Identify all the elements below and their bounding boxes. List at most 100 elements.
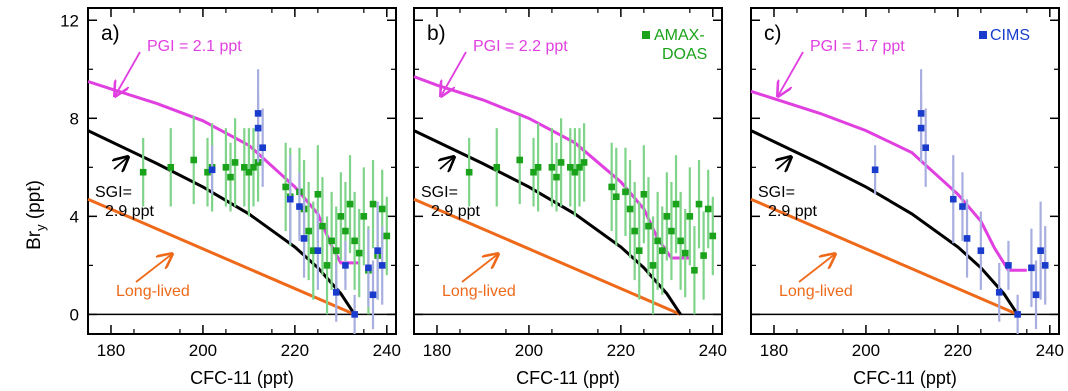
- amax-point: [342, 227, 349, 235]
- y-tick-label: 12: [60, 11, 79, 30]
- amax-point: [681, 249, 689, 257]
- legend-amax-marker: [642, 31, 650, 39]
- x-tick-label: 200: [189, 341, 217, 360]
- cims-point: [995, 289, 1003, 296]
- amax-point: [557, 159, 565, 166]
- x-tick-label: 240: [373, 341, 401, 360]
- amax-point: [227, 173, 234, 181]
- amax-point: [332, 247, 340, 254]
- cims-point: [917, 124, 925, 132]
- amax-point: [635, 247, 643, 254]
- amax-point: [580, 159, 588, 166]
- sgi-annotation-line1: SGI=: [95, 184, 132, 201]
- amax-point: [245, 168, 253, 176]
- cims-point: [369, 291, 377, 299]
- plot-frame: [413, 7, 723, 335]
- longlived-arrow: [798, 254, 835, 283]
- longlived-line: [750, 197, 1019, 316]
- amax-point: [668, 227, 675, 235]
- longlived-annotation: Long-lived: [116, 283, 190, 300]
- panel-label: a): [101, 22, 120, 45]
- cims-point: [1041, 262, 1049, 269]
- pgi-arrow: [778, 51, 804, 96]
- cims-point: [286, 195, 294, 203]
- y-axis-title-main: Br: [24, 230, 45, 250]
- cims-point: [254, 124, 262, 132]
- amax-point: [204, 168, 211, 176]
- cims-point: [378, 262, 386, 269]
- cims-point: [365, 264, 372, 272]
- amax-point: [516, 156, 524, 164]
- pgi-annotation: PGI = 2.2 ppt: [473, 38, 568, 55]
- amax-point: [553, 173, 560, 181]
- amax-point: [346, 200, 354, 208]
- longlived-arrow: [135, 254, 172, 283]
- amax-point: [709, 232, 717, 240]
- x-axis-title: CFC-11 (ppt): [516, 368, 620, 388]
- legend-cims-label: CIMS: [990, 27, 1030, 44]
- amax-point: [530, 168, 537, 176]
- sgi-annotation-line1: SGI=: [421, 184, 458, 201]
- sgi-arrow: [114, 157, 128, 169]
- x-tick-label: 240: [1036, 341, 1064, 360]
- amax-point: [190, 156, 198, 164]
- y-tick-label: 4: [70, 207, 79, 226]
- pgi-arrow: [441, 51, 467, 96]
- cims-point: [1032, 291, 1040, 299]
- cims-point: [977, 247, 985, 254]
- amax-point: [319, 222, 326, 230]
- longlived-line: [87, 197, 356, 316]
- amax-point: [576, 164, 583, 171]
- amax-point: [351, 237, 358, 245]
- cims-point: [351, 311, 358, 318]
- amax-point: [378, 205, 386, 213]
- amax-point: [282, 183, 289, 191]
- cims-point: [296, 203, 303, 210]
- legend-amax-line1: AMAX-: [654, 27, 705, 44]
- amax-point: [548, 164, 556, 171]
- amax-point: [534, 164, 542, 171]
- longlived-annotation: Long-lived: [779, 283, 853, 300]
- x-axis-title: CFC-11 (ppt): [853, 368, 957, 388]
- cims-point: [1014, 311, 1021, 318]
- cims-point: [254, 110, 262, 117]
- amax-point: [686, 213, 694, 220]
- amax-point: [383, 232, 391, 240]
- x-tick-label: 180: [423, 341, 451, 360]
- amax-point: [369, 200, 377, 208]
- amax-point: [626, 205, 634, 213]
- cims-series: [208, 69, 386, 334]
- amax-point: [314, 190, 322, 198]
- amax-point: [337, 213, 345, 220]
- amax-point: [704, 205, 712, 213]
- y-axis-title-unit: (ppt): [24, 180, 45, 224]
- amax-doas-series: [465, 115, 717, 315]
- x-tick-label: 220: [607, 341, 635, 360]
- amax-point: [240, 164, 248, 171]
- amax-point: [309, 247, 317, 254]
- x-tick-label: 200: [852, 341, 880, 360]
- amax-point: [167, 164, 175, 171]
- cims-point: [917, 110, 925, 117]
- panel-a: 180 200 220 240 0 4 8 12 CFC-11 (ppt) a) PGI = 2.1…: [60, 7, 401, 388]
- legend-amax-line2: DOAS: [662, 46, 707, 63]
- longlived-arrow: [461, 254, 498, 283]
- amax-point: [649, 262, 657, 269]
- plot-frame: [87, 7, 397, 335]
- pgi-annotation: PGI = 1.7 ppt: [810, 38, 905, 55]
- x-tick-label: 180: [97, 341, 125, 360]
- sgi-annotation-line2: 2.9 ppt: [105, 203, 154, 220]
- cims-point: [208, 166, 216, 174]
- amax-point: [355, 249, 363, 257]
- plot-frame: [750, 7, 1060, 335]
- sgi-arrow: [777, 157, 791, 169]
- amax-point: [139, 168, 147, 176]
- amax-point: [305, 227, 312, 235]
- x-tick-label: 200: [515, 341, 543, 360]
- y-axis-title-sub: y: [33, 224, 48, 231]
- amax-point: [622, 188, 629, 196]
- amax-point: [571, 168, 579, 176]
- amax-point: [645, 222, 652, 230]
- panel-c: 180 200 220 240 CFC-11 (ppt) c) PGI = 1.7 ppt S…: [750, 7, 1064, 388]
- x-axis-title: CFC-11 (ppt): [190, 368, 294, 388]
